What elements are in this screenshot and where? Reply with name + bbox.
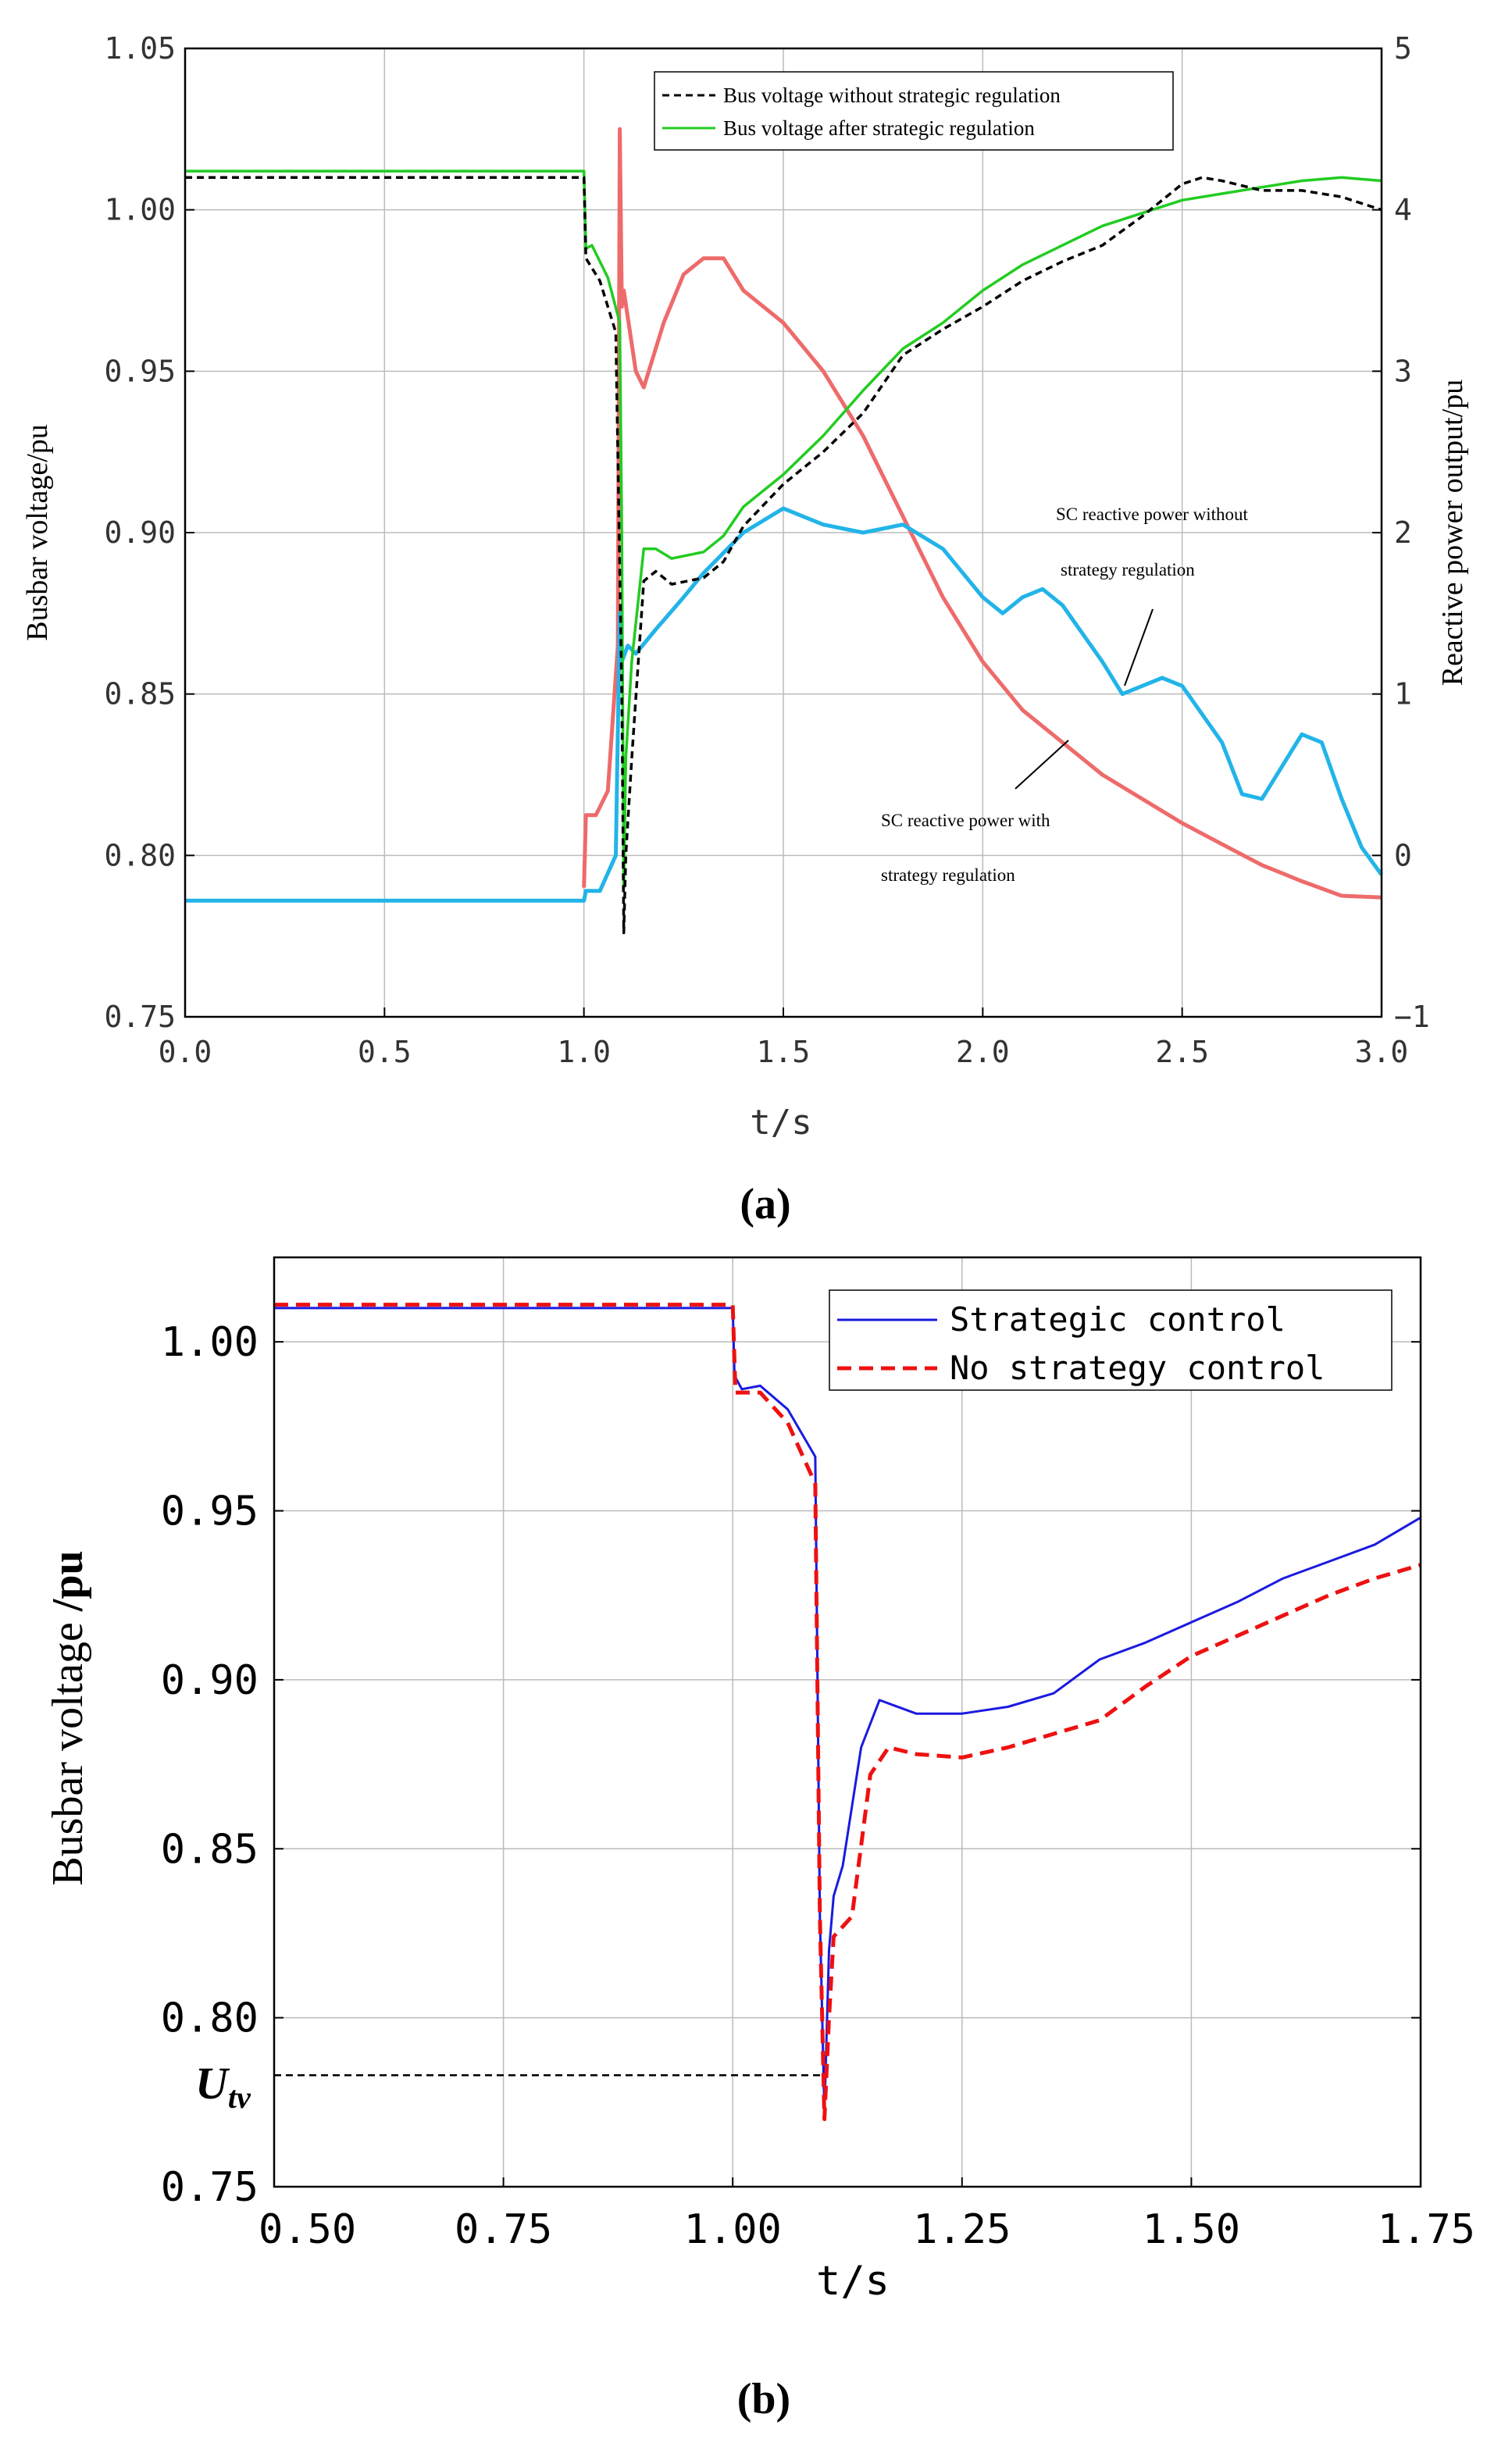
reference-label-utv-sub: tv xyxy=(228,2080,251,2115)
annotation-without-line2: strategy regulation xyxy=(1061,560,1195,579)
legend-label-strategic: Strategic control xyxy=(950,1300,1286,1339)
panel-b-x-tick-label: 1.00 xyxy=(684,2206,782,2253)
panel-b-x-tick-label: 0.75 xyxy=(455,2206,552,2253)
legend-label-with-regulation: Bus voltage after strategic regulation xyxy=(723,116,1035,140)
panel-a-y-tick-label: 0.90 xyxy=(104,515,176,550)
panel-a-x-tick-label: 1.0 xyxy=(557,1035,611,1069)
panel-a-annotation-without: SC reactive power without strategy regul… xyxy=(1056,505,1249,686)
panel-a-annotation-with: SC reactive power with strategy regulati… xyxy=(881,740,1069,885)
panel-a-y2-tick-label: 2 xyxy=(1394,515,1412,550)
panel-a-y2-tick-label: 3 xyxy=(1394,354,1412,388)
panel-a-x-tick-label: 1.5 xyxy=(757,1035,811,1069)
panel-b-y-tick-label: 0.80 xyxy=(161,1995,259,2042)
panel-b-x-axis-title: t/s xyxy=(816,2258,890,2305)
panel-b-y-axis-title: Busbar voltage /pu xyxy=(44,1550,92,1885)
panel-b-y-tick-label: 0.85 xyxy=(161,1826,259,1873)
panel-b-label: (b) xyxy=(737,2375,790,2423)
panel-a-y2-tick-label: 4 xyxy=(1394,193,1412,227)
panel-a-legend-box xyxy=(654,71,1174,151)
panel-b-y-tick-label: 0.75 xyxy=(161,2164,259,2211)
panel-b-chart: Utv 0.50 0.75 1.00 1.25 1.50 1.750.750.800.85… xyxy=(44,1256,1475,2305)
series-bus-voltage-no-regulation xyxy=(185,176,1382,935)
panel-b-y-tick-label: 1.00 xyxy=(161,1319,259,1366)
series-strategic-control xyxy=(274,1307,1421,2114)
panel-a-y2-axis-title: Reactive power output/pu xyxy=(1436,380,1469,686)
panel-a-series xyxy=(185,127,1384,935)
panel-a-grid xyxy=(185,48,1382,1017)
panel-a-y2-tick-label: 5 xyxy=(1394,31,1412,66)
panel-b-frame xyxy=(273,1256,1422,2188)
panel-a-legend: Bus voltage without strategic regulation… xyxy=(654,71,1174,151)
panel-a-y-axis-title: Busbar voltage/pu xyxy=(21,424,54,641)
panel-b-legend-box xyxy=(829,1289,1393,1391)
legend-label-no-regulation: Bus voltage without strategic regulation xyxy=(723,84,1061,107)
annotation-without-line1: SC reactive power without xyxy=(1056,505,1249,524)
annotation-without-pointer xyxy=(1124,608,1154,686)
legend-label-no-strategy: No strategy control xyxy=(950,1349,1325,1387)
panel-b-x-tick-label: 0.50 xyxy=(259,2206,356,2253)
reference-label-utv: Utv xyxy=(195,2058,251,2115)
panel-b-y-axis-title-unit: /pu xyxy=(44,1550,92,1612)
panel-a-label: (a) xyxy=(740,1180,790,1228)
panel-a-chart: 0.0 0.5 1.0 1.5 2.0 2.5 3.0 0.75 0.80 0.85 0.90 0.9… xyxy=(21,31,1469,1143)
panel-a-y-tick-label: 0.75 xyxy=(104,1000,176,1034)
panel-a-x-tick-label: 2.5 xyxy=(1155,1035,1209,1069)
panel-b-series xyxy=(274,1303,1421,2121)
panel-a-y2-tick-label: −1 xyxy=(1394,1000,1430,1034)
panel-b-y-axis-title-main: Busbar voltage xyxy=(44,1611,92,1885)
panel-b-x-tick-label: 1.50 xyxy=(1143,2206,1240,2253)
annotation-with-line1: SC reactive power with xyxy=(881,811,1050,830)
panel-a-x-axis-title: t/s xyxy=(750,1103,811,1143)
panel-b-y-tick-label: 0.90 xyxy=(161,1657,259,1704)
panel-a-x-tick-label: 2.0 xyxy=(956,1035,1010,1069)
panel-b-y-tick-label: 0.95 xyxy=(161,1489,259,1535)
panel-a-y-tick-label: 0.80 xyxy=(104,838,176,872)
series-bus-voltage-with-regulation xyxy=(185,169,1382,890)
panel-a-x-tick-label: 3.0 xyxy=(1355,1035,1409,1069)
panel-b-reference: Utv xyxy=(195,2058,825,2115)
panel-b-plot-area xyxy=(274,1257,1421,2187)
panel-a-y2-tick-label: 0 xyxy=(1394,838,1412,872)
panel-a-x-tick-label: 0.5 xyxy=(358,1035,412,1069)
panel-b-x-tick-label: 1.75 xyxy=(1378,2206,1475,2253)
panel-a-x-tick-label: 0.0 xyxy=(159,1035,212,1069)
panel-b-ticks: 0.50 0.75 1.00 1.25 1.50 1.750.750.800.850.90… xyxy=(161,1319,1475,2253)
series-no-strategy-control xyxy=(274,1303,1421,2121)
annotation-with-pointer xyxy=(1015,740,1069,790)
panel-b-x-tick-label: 1.25 xyxy=(913,2206,1011,2253)
panel-a-y-tick-label: 0.85 xyxy=(104,677,176,711)
panel-a-ticks: 0.0 0.5 1.0 1.5 2.0 2.5 3.0 0.75 0.80 0.85 0.90 0.9… xyxy=(104,31,1429,1069)
panel-a-y-tick-label: 0.95 xyxy=(104,354,176,388)
panel-a-y-tick-label: 1.05 xyxy=(104,31,176,66)
panel-a-y-tick-label: 1.00 xyxy=(104,193,176,227)
panel-b-legend: Strategic control No strategy control xyxy=(829,1289,1393,1391)
annotation-with-line2: strategy regulation xyxy=(881,865,1015,885)
reference-label-utv-main: U xyxy=(195,2058,230,2109)
panel-a-y2-tick-label: 1 xyxy=(1394,677,1412,711)
series-sc-reactive-power-without xyxy=(582,127,1382,900)
